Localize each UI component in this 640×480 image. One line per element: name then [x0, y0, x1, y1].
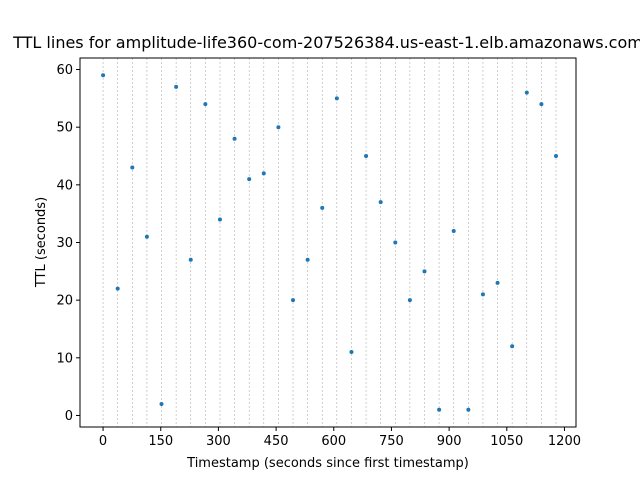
data-point [261, 171, 266, 176]
y-tick-label: 20 [56, 294, 73, 309]
data-point [174, 84, 179, 89]
y-tick-label: 30 [56, 236, 73, 251]
x-tick-label: 0 [99, 434, 107, 449]
x-tick-label: 1050 [490, 434, 523, 449]
y-tick-label: 60 [56, 63, 73, 78]
x-tick-label: 750 [379, 434, 404, 449]
data-point [203, 102, 208, 107]
chart-title: TTL lines for amplitude-life360-com-2075… [12, 33, 640, 52]
y-tick-label: 10 [56, 351, 73, 366]
data-points [101, 73, 559, 412]
y-axis-ticks: 0 10 20 30 40 50 60 [56, 63, 80, 424]
data-point [554, 154, 559, 159]
x-axis-ticks: 0 150 300 450 600 750 900 1050 1200 [99, 427, 581, 449]
data-point [305, 257, 310, 262]
x-tick-label: 300 [206, 434, 231, 449]
x-axis-label: Timestamp (seconds since first timestamp… [186, 456, 469, 471]
data-point [349, 350, 354, 355]
data-point [364, 154, 369, 159]
x-tick-label: 600 [321, 434, 346, 449]
data-point [451, 228, 456, 233]
data-point [495, 280, 500, 285]
y-tick-label: 0 [65, 409, 73, 424]
data-point [115, 286, 120, 291]
x-tick-label: 1200 [548, 434, 581, 449]
data-point [539, 102, 544, 107]
data-point [217, 217, 222, 222]
data-point [422, 269, 427, 274]
data-point [144, 234, 149, 239]
data-point [437, 407, 442, 412]
y-axis-label: TTL (seconds) [34, 197, 49, 288]
data-point [378, 200, 383, 205]
x-tick-label: 450 [264, 434, 289, 449]
data-point [101, 73, 106, 78]
data-point [334, 96, 339, 101]
data-point [510, 344, 515, 349]
data-point [188, 257, 193, 262]
data-point [291, 298, 296, 303]
y-tick-label: 50 [56, 121, 73, 136]
data-point [130, 165, 135, 170]
data-point [320, 205, 325, 210]
data-point [159, 401, 164, 406]
data-point [232, 136, 237, 141]
x-tick-label: 150 [148, 434, 173, 449]
data-point [480, 292, 485, 297]
x-tick-label: 900 [437, 434, 462, 449]
data-point [276, 125, 281, 130]
y-tick-label: 40 [56, 178, 73, 193]
data-point [466, 407, 471, 412]
data-point [407, 298, 412, 303]
data-point [393, 240, 398, 245]
data-point [247, 177, 252, 182]
data-point [524, 90, 529, 95]
